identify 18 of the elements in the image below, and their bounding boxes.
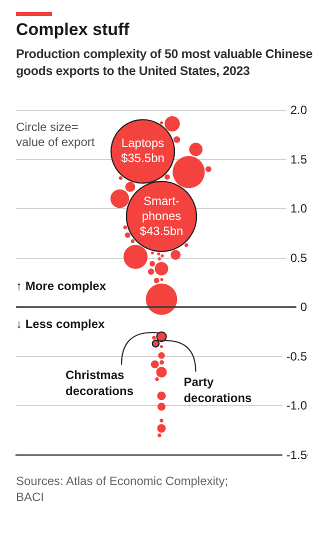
y-tick-label: -1.5 [286, 448, 308, 462]
annotation: ↓ Less complex [16, 317, 105, 332]
y-tick-label: 1.0 [290, 202, 308, 216]
source-note: Sources: Atlas of Economic Complexity; BACI [16, 473, 228, 505]
y-tick-label: 2.0 [290, 103, 308, 117]
data-label: Christmas decorations [66, 366, 134, 399]
y-tick-label: -0.5 [286, 349, 308, 364]
y-tick-label: 1.5 [290, 152, 308, 166]
annotation: Circle size= value of export [16, 120, 95, 150]
data-label: Party decorations [184, 374, 252, 406]
y-tick-label: 0 [300, 300, 308, 314]
y-tick-label: 0.5 [290, 250, 308, 265]
chart-subtitle: Production complexity of 50 most valuable Chinese goods exports to the United States, 2023 [16, 46, 314, 80]
y-tick-label: -1.0 [286, 398, 308, 413]
chart-title: Complex stuff [16, 20, 130, 40]
data-label: Laptops $35.5bn [120, 136, 166, 166]
annotation: ↑ More complex [16, 279, 106, 294]
data-label: Smart- phones $43.5bn [138, 194, 184, 239]
